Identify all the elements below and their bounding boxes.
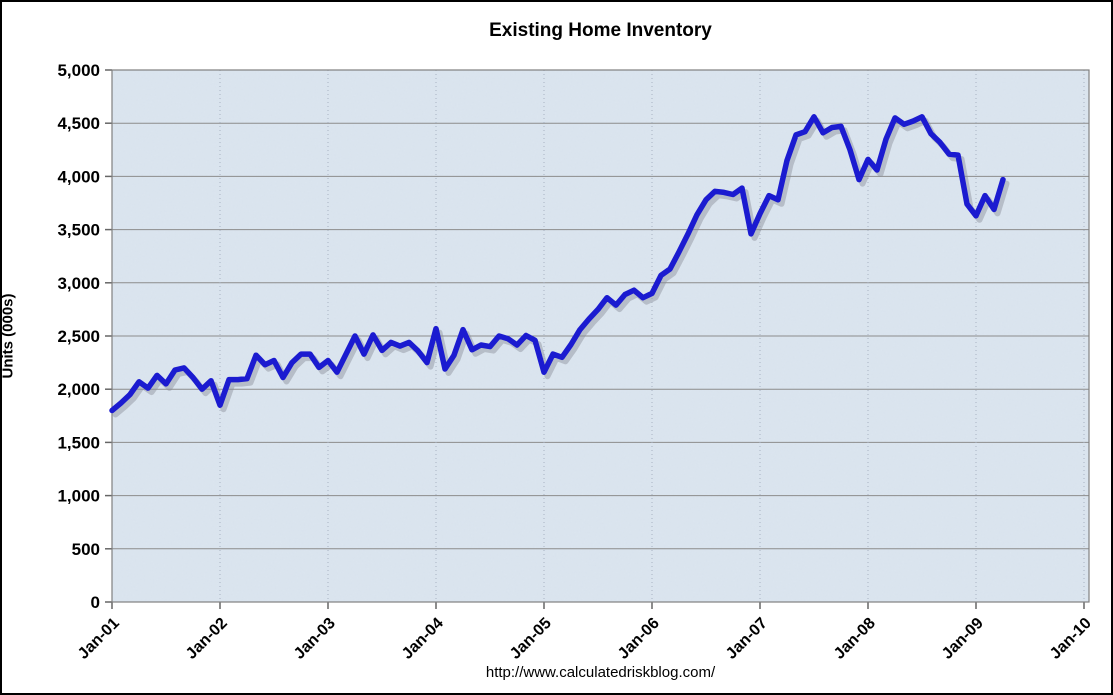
series-line-existing-home-inventory: [109, 114, 1006, 414]
x-tick-label: Jan-06: [615, 615, 663, 663]
y-tick-label: 5,000: [57, 61, 100, 80]
footer-url: http://www.calculatedriskblog.com/: [485, 664, 716, 681]
x-tick-label: Jan-10: [1047, 615, 1095, 663]
y-tick-label: 3,500: [57, 221, 100, 240]
y-tick-label: 2,000: [57, 380, 100, 399]
y-tick-label: 1,000: [57, 487, 100, 506]
x-tick-label: Jan-07: [723, 615, 771, 663]
x-tick-label: Jan-09: [939, 615, 987, 663]
y-tick-label: 2,500: [57, 327, 100, 346]
y-tick-label: 3,000: [57, 274, 100, 293]
plot-border: [111, 69, 1090, 603]
chart-title: Existing Home Inventory: [489, 20, 712, 41]
y-tick-label: 4,000: [57, 167, 100, 186]
y-tick-label: 1,500: [57, 433, 100, 452]
x-tick-label: Jan-05: [507, 615, 555, 663]
x-tick-label: Jan-03: [291, 615, 339, 663]
y-tick-label: 4,500: [57, 114, 100, 133]
y-tick-label: 0: [91, 593, 100, 612]
x-tick-label: Jan-01: [75, 615, 123, 663]
x-tick-label: Jan-08: [831, 615, 879, 663]
x-tick-label: Jan-02: [183, 615, 231, 663]
y-tick-label: 500: [72, 540, 100, 559]
x-tick-label: Jan-04: [399, 615, 447, 663]
